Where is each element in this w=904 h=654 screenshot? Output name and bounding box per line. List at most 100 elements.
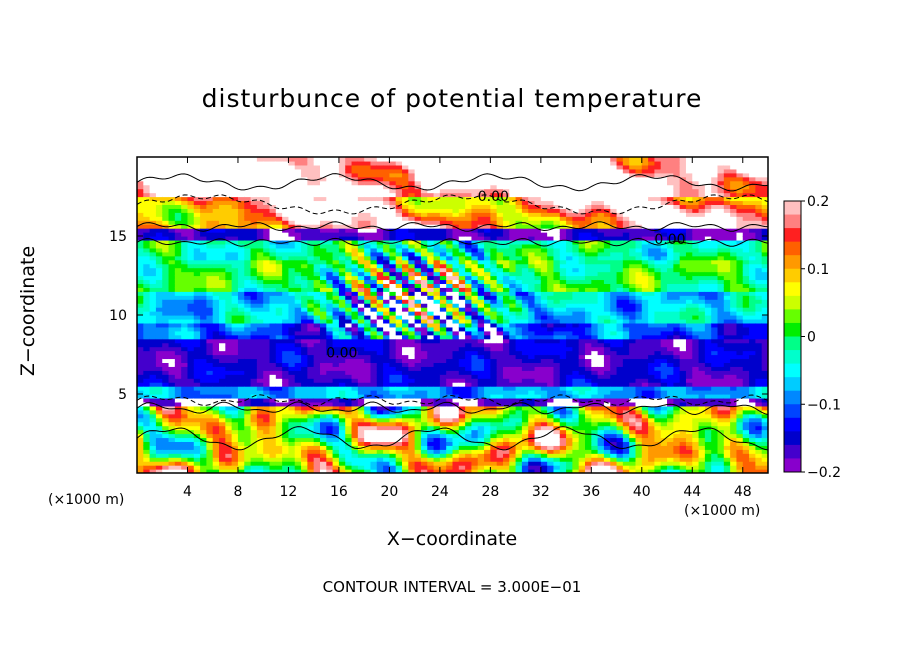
- heatmap-cell: [490, 263, 498, 269]
- heatmap-cell: [446, 409, 454, 415]
- heatmap-cell: [275, 322, 283, 328]
- heatmap-cell: [250, 453, 258, 458]
- heatmap-cell: [256, 208, 264, 213]
- heatmap-cell: [256, 409, 264, 415]
- heatmap-cell: [420, 157, 428, 162]
- heatmap-cell: [212, 232, 220, 237]
- heatmap-cell: [200, 417, 208, 423]
- heatmap-cell: [389, 279, 397, 284]
- heatmap-cell: [231, 184, 239, 190]
- heatmap-cell: [357, 386, 365, 391]
- heatmap-cell: [465, 401, 473, 407]
- heatmap-cell: [307, 180, 315, 186]
- heatmap-cell: [521, 184, 529, 190]
- heatmap-cell: [193, 239, 201, 245]
- heatmap-cell: [345, 318, 353, 324]
- heatmap-cell: [496, 330, 504, 336]
- heatmap-cell: [174, 358, 182, 363]
- heatmap-cell: [225, 311, 233, 316]
- heatmap-cell: [174, 413, 182, 419]
- heatmap-cell: [370, 295, 378, 300]
- heatmap-cell: [263, 200, 271, 205]
- heatmap-cell: [420, 295, 428, 300]
- heatmap-cell: [515, 346, 523, 352]
- heatmap-cell: [351, 303, 359, 308]
- heatmap-cell: [313, 255, 321, 261]
- heatmap-cell: [269, 342, 277, 348]
- heatmap-cell: [269, 338, 277, 344]
- heatmap-cell: [275, 311, 283, 316]
- heatmap-cell: [496, 457, 504, 462]
- heatmap-cell: [465, 275, 473, 281]
- heatmap-cell: [446, 220, 454, 225]
- heatmap-cell: [490, 461, 498, 466]
- heatmap-cell: [357, 204, 365, 209]
- heatmap-cell: [484, 228, 491, 233]
- heatmap-cell: [149, 390, 157, 395]
- heatmap-cell: [515, 303, 523, 308]
- heatmap-cell: [174, 397, 182, 403]
- heatmap-cell: [509, 275, 517, 281]
- heatmap-cell: [187, 303, 195, 308]
- heatmap-cell: [433, 417, 441, 423]
- heatmap-cell: [376, 457, 384, 462]
- heatmap-cell: [174, 287, 182, 292]
- heatmap-cell: [458, 382, 466, 387]
- heatmap-cell: [244, 228, 252, 233]
- heatmap-cell: [187, 295, 195, 300]
- heatmap-cell: [200, 200, 208, 205]
- heatmap-cell: [376, 421, 384, 427]
- heatmap-cell: [149, 287, 157, 292]
- heatmap-cell: [389, 157, 397, 162]
- heatmap-cell: [364, 429, 372, 435]
- heatmap-cell: [376, 291, 384, 296]
- heatmap-cell: [490, 394, 498, 399]
- heatmap-cell: [137, 196, 144, 202]
- heatmap-cell: [420, 358, 428, 363]
- heatmap-cell: [244, 176, 252, 182]
- heatmap-cell: [496, 318, 504, 324]
- heatmap-cell: [225, 429, 233, 435]
- heatmap-cell: [307, 275, 315, 281]
- heatmap-cell: [155, 192, 163, 198]
- heatmap-cell: [515, 236, 523, 241]
- heatmap-cell: [219, 200, 226, 205]
- heatmap-cell: [408, 255, 416, 261]
- heatmap-cell: [212, 374, 220, 379]
- heatmap-cell: [370, 441, 378, 446]
- heatmap-cell: [490, 239, 498, 245]
- heatmap-cell: [471, 176, 479, 182]
- heatmap-cell: [301, 259, 308, 265]
- heatmap-cell: [225, 338, 233, 344]
- heatmap-cell: [471, 157, 479, 162]
- heatmap-cell: [256, 425, 264, 431]
- heatmap-cell: [319, 338, 327, 344]
- heatmap-cell: [244, 212, 252, 217]
- heatmap-cell: [250, 382, 258, 387]
- heatmap-cell: [446, 303, 454, 308]
- heatmap-cell: [313, 192, 321, 198]
- heatmap-cell: [181, 228, 189, 233]
- heatmap-cell: [231, 326, 239, 332]
- heatmap-cell: [471, 208, 479, 213]
- heatmap-cell: [174, 232, 182, 237]
- heatmap-cell: [168, 168, 176, 174]
- heatmap-cell: [263, 208, 271, 213]
- heatmap-cell: [490, 188, 498, 194]
- heatmap-cell: [332, 362, 340, 367]
- heatmap-cell: [168, 429, 176, 435]
- heatmap-cell: [137, 204, 144, 209]
- heatmap-cell: [484, 212, 491, 217]
- heatmap-cell: [200, 378, 208, 383]
- heatmap-cell: [250, 295, 258, 300]
- heatmap-cell: [275, 378, 283, 383]
- heatmap-cell: [275, 247, 283, 253]
- heatmap-cell: [162, 386, 170, 391]
- heatmap-cell: [465, 291, 473, 296]
- heatmap-cell: [509, 307, 517, 312]
- heatmap-cell: [326, 307, 334, 312]
- heatmap-cell: [282, 358, 290, 363]
- heatmap-cell: [364, 299, 372, 304]
- heatmap-cell: [465, 236, 473, 241]
- heatmap-cell: [357, 390, 365, 395]
